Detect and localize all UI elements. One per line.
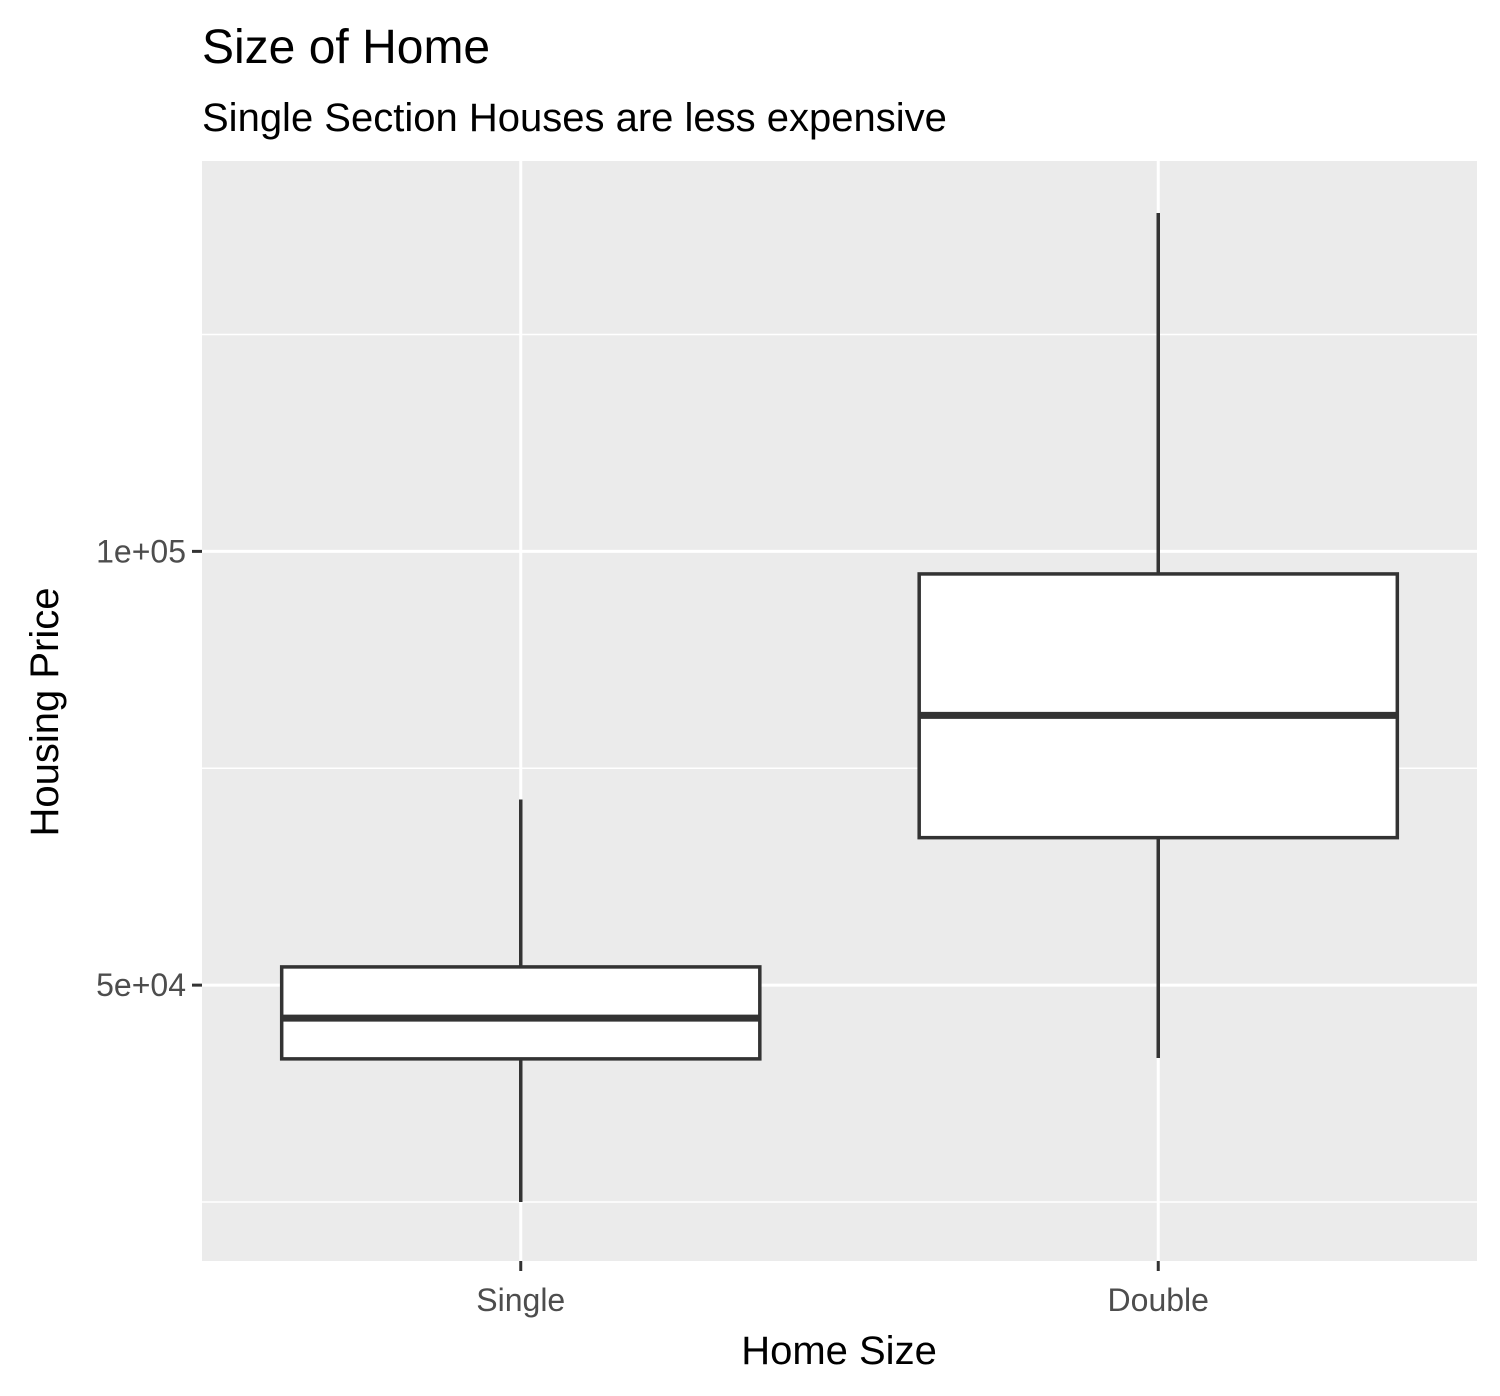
box-iqr xyxy=(279,965,762,1061)
boxplot-single xyxy=(279,799,762,1203)
y-tick-label: 1e+05 xyxy=(96,533,186,569)
box-layer xyxy=(279,213,1400,1203)
x-tick-label: Double xyxy=(1108,1282,1209,1318)
chart-subtitle: Single Section Houses are less expensive xyxy=(202,96,947,140)
boxplot-double xyxy=(917,213,1400,1059)
y-axis-title: Housing Price xyxy=(23,587,67,836)
box-iqr xyxy=(917,572,1400,840)
axis-layer: 5e+04 1e+05 Single Double xyxy=(96,533,1209,1318)
y-tick-label: 5e+04 xyxy=(96,967,186,1003)
x-tick-label: Single xyxy=(476,1282,565,1318)
x-axis-title: Home Size xyxy=(741,1329,937,1373)
chart-title: Size of Home xyxy=(202,21,490,74)
